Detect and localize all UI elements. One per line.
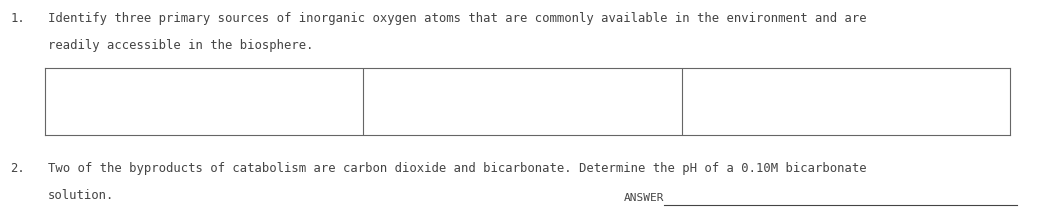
Text: 1.: 1.: [10, 12, 25, 25]
Text: solution.: solution.: [48, 189, 114, 202]
Text: ANSWER: ANSWER: [624, 193, 665, 203]
Text: readily accessible in the biosphere.: readily accessible in the biosphere.: [48, 39, 313, 52]
Text: 2.: 2.: [10, 162, 25, 175]
Text: Two of the byproducts of catabolism are carbon dioxide and bicarbonate. Determin: Two of the byproducts of catabolism are …: [48, 162, 866, 175]
Text: Identify three primary sources of inorganic oxygen atoms that are commonly avail: Identify three primary sources of inorga…: [48, 12, 866, 25]
